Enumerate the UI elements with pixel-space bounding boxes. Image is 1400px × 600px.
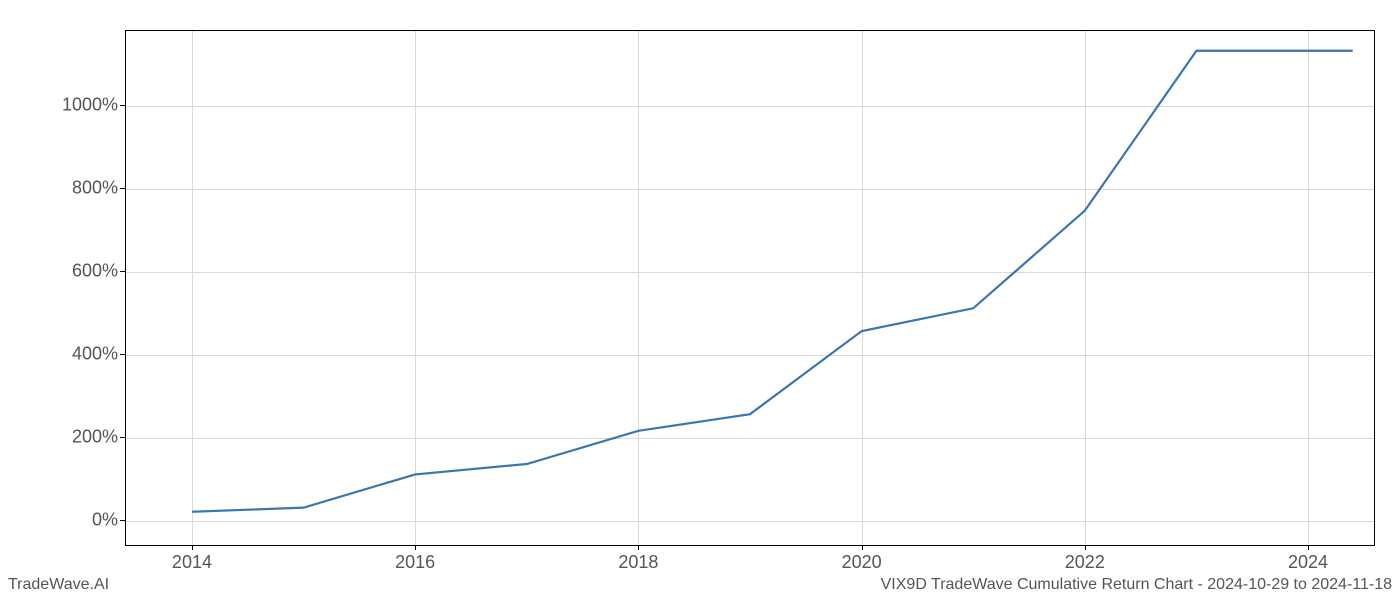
x-axis-line — [125, 545, 1375, 546]
y-tick-label: 800% — [72, 177, 118, 198]
y-tick-label: 600% — [72, 260, 118, 281]
y-tick-label: 0% — [92, 510, 118, 531]
y-tick-mark — [120, 188, 125, 189]
x-tick-mark — [415, 545, 416, 550]
line-chart-svg — [125, 30, 1375, 545]
x-tick-mark — [862, 545, 863, 550]
x-tick-label: 2024 — [1288, 552, 1328, 573]
x-tick-mark — [1085, 545, 1086, 550]
x-tick-mark — [638, 545, 639, 550]
x-tick-label: 2014 — [172, 552, 212, 573]
chart-container: TradeWave.AI VIX9D TradeWave Cumulative … — [0, 0, 1400, 600]
y-tick-label: 400% — [72, 343, 118, 364]
y-tick-mark — [120, 354, 125, 355]
y-tick-mark — [120, 437, 125, 438]
x-tick-label: 2020 — [842, 552, 882, 573]
series-line — [192, 51, 1353, 512]
x-tick-mark — [192, 545, 193, 550]
footer-right: VIX9D TradeWave Cumulative Return Chart … — [881, 576, 1392, 594]
x-tick-label: 2018 — [618, 552, 658, 573]
y-tick-label: 1000% — [62, 94, 118, 115]
y-tick-label: 200% — [72, 427, 118, 448]
x-tick-label: 2022 — [1065, 552, 1105, 573]
x-tick-label: 2016 — [395, 552, 435, 573]
y-tick-mark — [120, 271, 125, 272]
y-tick-mark — [120, 520, 125, 521]
footer-left: TradeWave.AI — [8, 576, 109, 594]
y-tick-mark — [120, 105, 125, 106]
x-tick-mark — [1308, 545, 1309, 550]
